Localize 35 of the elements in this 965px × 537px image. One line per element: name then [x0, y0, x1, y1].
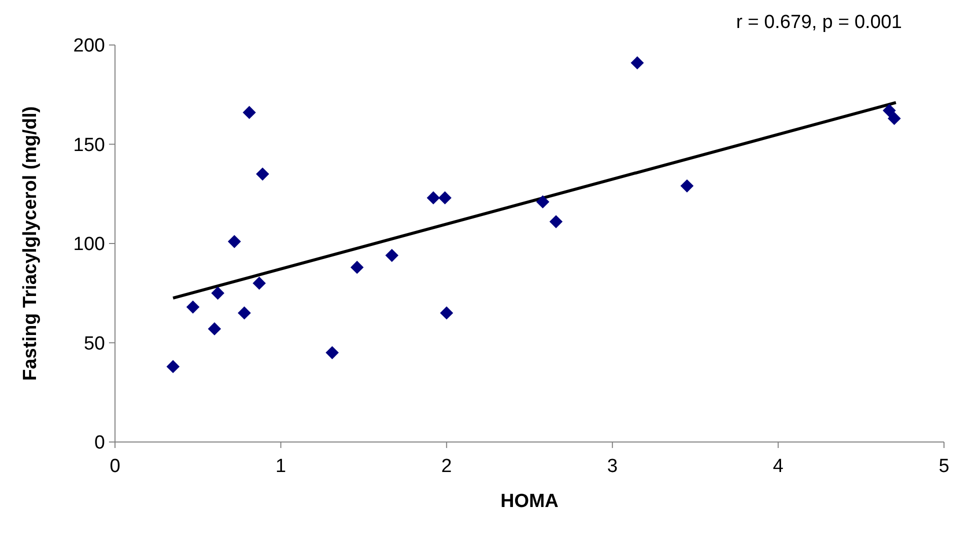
x-tick-label: 2: [441, 456, 452, 477]
x-tick-label: 0: [110, 456, 120, 477]
point: [882, 104, 896, 118]
point: [186, 300, 200, 314]
point: [680, 179, 694, 193]
point: [426, 191, 440, 204]
point: [228, 234, 241, 248]
text: r = 0.679, p = 0.001: [736, 12, 902, 33]
x-tick-label: 4: [772, 456, 784, 477]
y-tick-label: 0: [94, 432, 105, 454]
point: [438, 191, 452, 204]
point: [630, 56, 644, 70]
point: [238, 306, 251, 320]
point: [536, 195, 550, 208]
point: [211, 286, 224, 300]
y-tick-label: 50: [84, 333, 105, 354]
point: [350, 260, 364, 274]
x-axis-title: HOMA: [500, 491, 559, 512]
point: [549, 215, 563, 228]
point: [166, 360, 180, 374]
point: [242, 106, 256, 120]
x-tick-label: 5: [938, 456, 950, 477]
y-axis-title: Fasting Triacylglycerol (mg/dl): [20, 106, 41, 381]
point: [326, 346, 339, 360]
point: [252, 276, 266, 290]
x-tick-label: 3: [607, 456, 618, 477]
y-tick-label: 200: [73, 36, 105, 57]
y-tick-label: 150: [73, 134, 105, 156]
point: [385, 248, 398, 262]
point: [440, 306, 454, 320]
y-tick-label: 100: [73, 234, 105, 256]
point: [208, 322, 222, 336]
x-tick-label: 1: [276, 456, 286, 477]
point: [256, 167, 270, 181]
point: [888, 112, 901, 126]
